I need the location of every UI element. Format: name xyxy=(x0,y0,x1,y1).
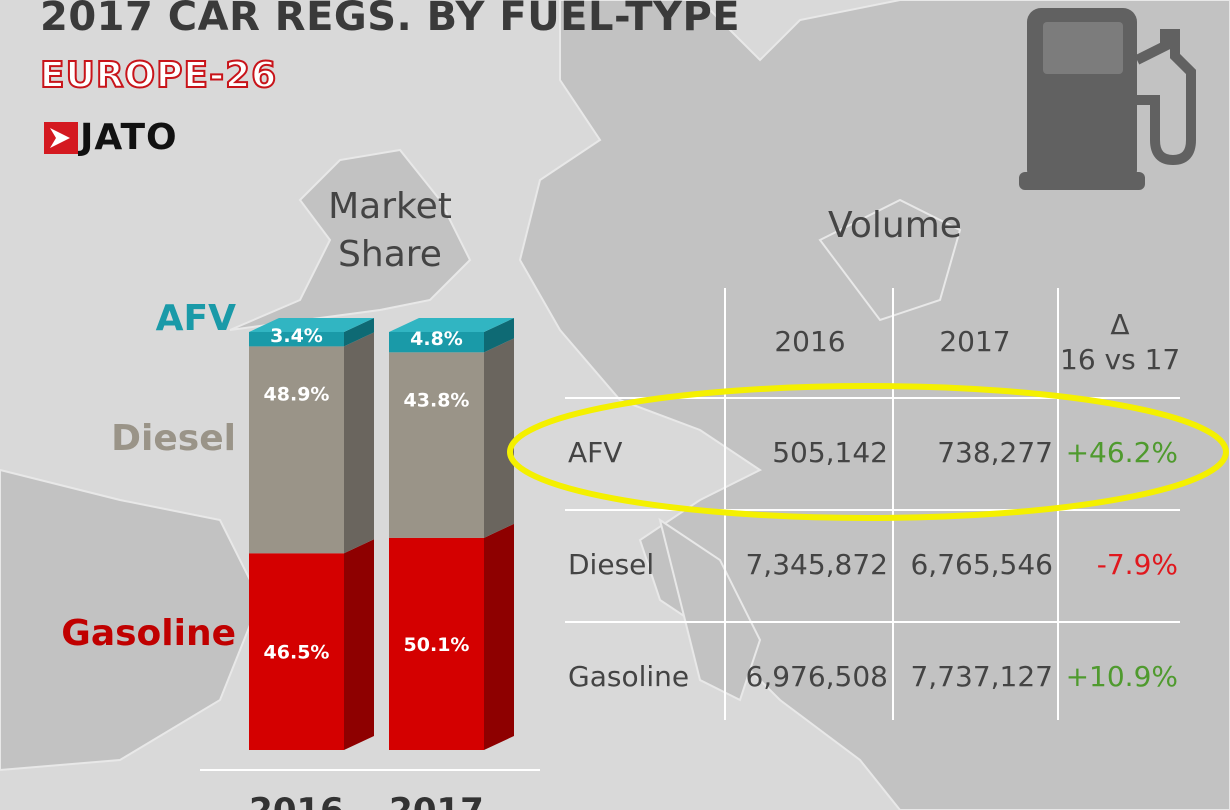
label-gasoline: Gasoline xyxy=(61,613,236,654)
label-afv: AFV xyxy=(155,298,236,339)
col-header-delta-symbol: Δ xyxy=(1110,308,1130,341)
bar-label-gasoline-2016: 46.5% xyxy=(264,642,330,664)
bar-side-gasoline-2016 xyxy=(344,539,374,750)
bar-label-diesel-2016: 48.9% xyxy=(264,383,330,405)
bar-top-2017 xyxy=(389,318,514,332)
row-label-gasoline: Gasoline xyxy=(568,660,690,693)
bar-label-gasoline-2017: 50.1% xyxy=(404,634,470,656)
bar-diesel-2016 xyxy=(249,346,344,554)
cell-diesel-2017: 6,765,546 xyxy=(910,548,1053,581)
bar-side-afv-2016 xyxy=(344,318,374,347)
bar-label-afv-2017: 4.8% xyxy=(410,328,463,350)
bar-side-diesel-2016 xyxy=(344,332,374,554)
col-header-2016: 2016 xyxy=(774,325,846,358)
cell-diesel-delta: -7.9% xyxy=(1096,548,1178,581)
bar-side-diesel-2017 xyxy=(484,338,514,538)
volume-heading: Volume xyxy=(828,205,962,246)
bar-side-afv-2017 xyxy=(484,318,514,353)
jato-logo: JATO xyxy=(44,118,178,158)
bar-top-2016 xyxy=(249,318,374,332)
cell-afv-delta: +46.2% xyxy=(1065,436,1178,469)
bar-label-afv-2016: 3.4% xyxy=(270,325,323,347)
bar-stack-2016: 46.5% 48.9% 3.4% xyxy=(249,318,374,750)
cell-gasoline-delta: +10.9% xyxy=(1065,660,1178,693)
bar-side-gasoline-2017 xyxy=(484,523,514,750)
jato-logo-text: JATO xyxy=(80,117,178,158)
col-header-2017: 2017 xyxy=(939,325,1011,358)
bar-diesel-2017 xyxy=(389,352,484,538)
page-title: 2017 CAR REGS. BY FUEL-TYPE xyxy=(40,0,741,40)
jato-logo-icon xyxy=(44,122,78,154)
market-share-heading: Market Share xyxy=(290,183,490,279)
cell-afv-2017: 738,277 xyxy=(937,436,1053,469)
col-header-delta-text: 16 vs 17 xyxy=(1060,343,1181,376)
bar-afv-2017 xyxy=(389,332,484,353)
cell-gasoline-2016: 6,976,508 xyxy=(745,660,888,693)
market-share-heading-line2: Share xyxy=(338,234,442,275)
page-subtitle: EUROPE-26 xyxy=(39,54,278,97)
category-label-2017: 2017 xyxy=(389,791,484,810)
bar-gasoline-2016 xyxy=(249,553,344,750)
market-share-heading-line1: Market xyxy=(328,186,452,227)
bar-stack-2017: 50.1% 43.8% 4.8% xyxy=(389,318,514,750)
bar-gasoline-2017 xyxy=(389,537,484,750)
cell-afv-2016: 505,142 xyxy=(772,436,888,469)
fuel-pump-icon xyxy=(1019,8,1196,190)
row-label-diesel: Diesel xyxy=(568,548,655,581)
bar-label-diesel-2017: 43.8% xyxy=(404,389,470,411)
cell-gasoline-2017: 7,737,127 xyxy=(910,660,1053,693)
category-label-2016: 2016 xyxy=(249,791,344,810)
row-label-afv: AFV xyxy=(568,436,623,469)
bar-afv-2016 xyxy=(249,332,344,347)
cell-diesel-2016: 7,345,872 xyxy=(745,548,888,581)
label-diesel: Diesel xyxy=(111,418,236,459)
